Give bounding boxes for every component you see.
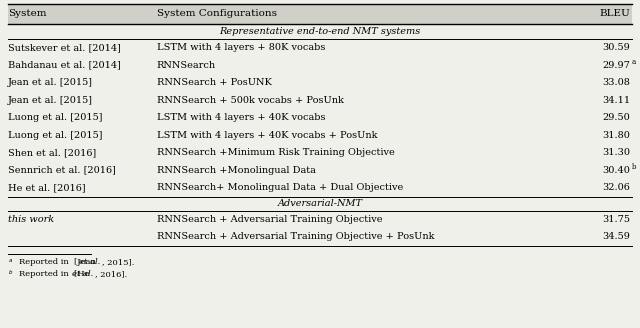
Text: , 2016].: , 2016]. <box>95 271 127 278</box>
Text: 29.97: 29.97 <box>602 61 630 70</box>
Text: Luong et al. [2015]: Luong et al. [2015] <box>8 131 102 140</box>
Text: 34.59: 34.59 <box>602 232 630 241</box>
Text: System: System <box>8 10 46 18</box>
Text: et al.: et al. <box>79 258 100 266</box>
Text: Sennrich et al. [2016]: Sennrich et al. [2016] <box>8 166 116 175</box>
Text: RNNSearch +Minimum Risk Training Objective: RNNSearch +Minimum Risk Training Objecti… <box>157 148 394 157</box>
Text: LSTM with 4 layers + 40K vocabs + PosUnk: LSTM with 4 layers + 40K vocabs + PosUnk <box>157 131 378 140</box>
Text: RNNSearch + Adversarial Training Objective + PosUnk: RNNSearch + Adversarial Training Objecti… <box>157 232 435 241</box>
Text: $^b$: $^b$ <box>8 271 13 278</box>
Text: RNNSearch +Monolingual Data: RNNSearch +Monolingual Data <box>157 166 316 175</box>
Text: 31.80: 31.80 <box>602 131 630 140</box>
Text: Shen et al. [2016]: Shen et al. [2016] <box>8 148 96 157</box>
Text: 31.30: 31.30 <box>602 148 630 157</box>
Text: this work: this work <box>8 215 54 224</box>
Text: 30.59: 30.59 <box>603 43 630 52</box>
Text: 34.11: 34.11 <box>602 96 630 105</box>
Text: $^a$: $^a$ <box>8 258 13 266</box>
Text: BLEU: BLEU <box>600 10 630 18</box>
Text: Bahdanau et al. [2014]: Bahdanau et al. [2014] <box>8 61 120 70</box>
Text: 29.50: 29.50 <box>603 113 630 122</box>
Text: , 2015].: , 2015]. <box>102 258 134 266</box>
Text: 31.75: 31.75 <box>602 215 630 224</box>
Bar <box>8 4 632 24</box>
Text: Luong et al. [2015]: Luong et al. [2015] <box>8 113 102 122</box>
Text: Adversarial-NMT: Adversarial-NMT <box>278 198 362 208</box>
Text: LSTM with 4 layers + 80K vocabs: LSTM with 4 layers + 80K vocabs <box>157 43 325 52</box>
Text: 30.40: 30.40 <box>602 166 630 175</box>
Text: Representative end-to-end NMT systems: Representative end-to-end NMT systems <box>220 27 420 36</box>
Text: System Configurations: System Configurations <box>157 10 277 18</box>
Text: Jean et al. [2015]: Jean et al. [2015] <box>8 78 93 87</box>
Text: 32.06: 32.06 <box>602 183 630 192</box>
Text: RNNSearch+ Monolingual Data + Dual Objective: RNNSearch+ Monolingual Data + Dual Objec… <box>157 183 403 192</box>
Text: LSTM with 4 layers + 40K vocabs: LSTM with 4 layers + 40K vocabs <box>157 113 325 122</box>
Text: RNNSearch + PosUNK: RNNSearch + PosUNK <box>157 78 271 87</box>
Text: Reported in  [Jean: Reported in [Jean <box>19 258 99 266</box>
Text: RNNSearch + 500k vocabs + PosUnk: RNNSearch + 500k vocabs + PosUnk <box>157 96 344 105</box>
Text: 33.08: 33.08 <box>602 78 630 87</box>
Text: RNNSearch: RNNSearch <box>157 61 216 70</box>
Text: b: b <box>632 163 636 171</box>
Text: Reported in  [He: Reported in [He <box>19 271 92 278</box>
Text: et al.: et al. <box>72 271 93 278</box>
Text: Sutskever et al. [2014]: Sutskever et al. [2014] <box>8 43 120 52</box>
Text: He et al. [2016]: He et al. [2016] <box>8 183 85 192</box>
Text: Jean et al. [2015]: Jean et al. [2015] <box>8 96 93 105</box>
Text: RNNSearch + Adversarial Training Objective: RNNSearch + Adversarial Training Objecti… <box>157 215 382 224</box>
Text: a: a <box>632 58 636 66</box>
